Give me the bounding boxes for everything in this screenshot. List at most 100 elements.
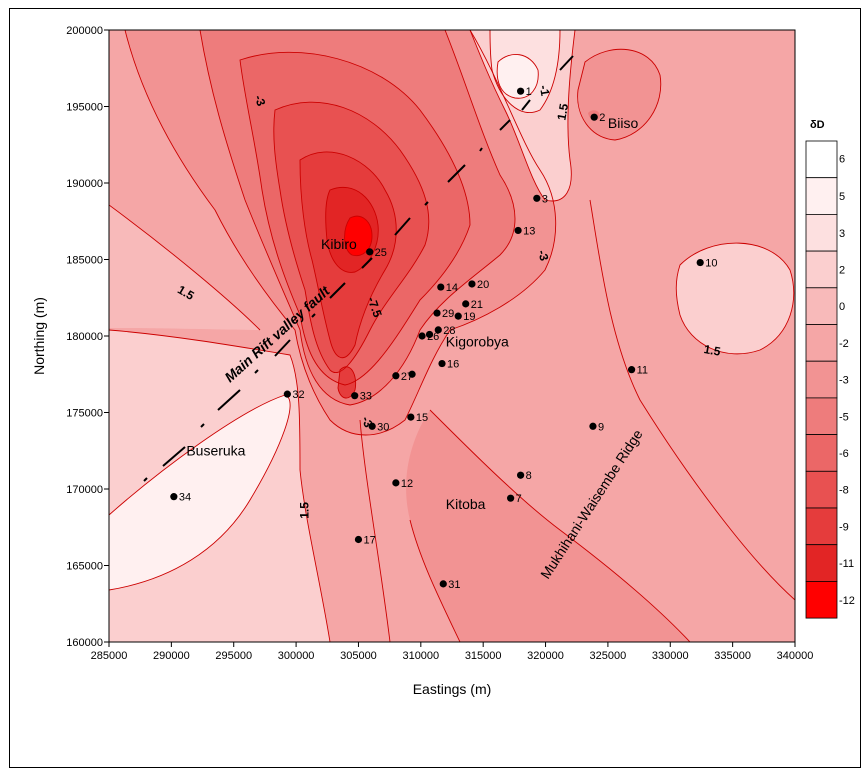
contour-labels: -3-11.51.5-7.5-31.5-31.5 — [175, 84, 722, 519]
colorbar-label: 3 — [839, 228, 845, 240]
site-marker — [589, 422, 597, 430]
site-label: 16 — [447, 359, 459, 371]
y-tick-label: 170000 — [66, 484, 103, 496]
colorbar-swatch — [805, 140, 838, 179]
band-buseruka — [109, 395, 291, 590]
site-label: 32 — [292, 389, 304, 401]
site-marker — [170, 493, 178, 501]
x-axis-title: Eastings (m) — [413, 681, 492, 697]
site-label: 25 — [375, 247, 387, 259]
place-name: Biiso — [608, 115, 639, 131]
colorbar-label: 6 — [839, 153, 845, 165]
site-label: 14 — [446, 282, 458, 294]
site-marker — [366, 248, 374, 256]
colorbar-swatch — [805, 177, 838, 215]
site-marker — [628, 366, 636, 374]
colorbar-label: 5 — [839, 191, 845, 203]
site-label: 13 — [523, 225, 535, 237]
contour-value-label: 1.5 — [298, 502, 312, 519]
colorbar-label: -2 — [839, 338, 849, 350]
site-label: 33 — [360, 391, 372, 403]
site-label: 3 — [542, 193, 548, 205]
y-tick-label: 175000 — [66, 408, 103, 420]
site-label: 20 — [477, 279, 489, 291]
contour-value-label: 1.5 — [554, 102, 571, 121]
site-label: 2 — [599, 112, 605, 124]
contour-fills — [109, 30, 795, 642]
site-marker — [514, 226, 522, 235]
site-marker — [507, 494, 515, 502]
colorbar-swatch — [805, 544, 838, 582]
site-label: 17 — [363, 534, 375, 546]
site-marker — [392, 479, 400, 487]
colorbar-label: -12 — [839, 595, 855, 607]
site-label: 21 — [471, 299, 483, 311]
site-marker — [439, 580, 447, 588]
y-tick-label: 160000 — [66, 637, 103, 649]
axes: 285000 290000 295000 300000 305000 310000 3150… — [66, 25, 813, 662]
sampling-sites: 1237891011121314151617192021262728293031… — [170, 86, 717, 591]
colorbar-label: -9 — [839, 521, 849, 533]
band-east-high — [676, 243, 794, 354]
x-tick-label: 330000 — [652, 650, 689, 662]
site-marker — [425, 330, 434, 339]
colorbar: δD 6 5 3 2 0 -2 -3 -5 -6 -8 -9 -11 -12 — [805, 119, 855, 619]
site-marker — [437, 283, 445, 291]
band-west — [109, 205, 260, 330]
contour-value-label: -7.5 — [365, 295, 385, 320]
site-label: 12 — [401, 478, 413, 490]
x-tick-label: 290000 — [153, 650, 190, 662]
site-marker — [368, 422, 376, 430]
colorbar-swatch — [805, 397, 838, 435]
contour-lines — [109, 30, 795, 642]
site-marker — [454, 312, 462, 320]
site-marker — [438, 359, 446, 368]
x-tick-label: 285000 — [91, 650, 128, 662]
colorbar-swatch — [805, 324, 838, 362]
x-tick-label: 310000 — [402, 650, 439, 662]
y-tick-label: 195000 — [66, 102, 103, 114]
x-tick-label: 295000 — [215, 650, 252, 662]
site-marker — [418, 332, 426, 340]
site-marker — [283, 390, 291, 398]
contour-value-label: -1 — [537, 84, 553, 97]
site-marker — [434, 326, 442, 334]
site-label: 29 — [442, 308, 454, 320]
contour-value-label: -3 — [535, 248, 551, 262]
x-tick-label: 340000 — [777, 650, 814, 662]
x-tick-label: 315000 — [465, 650, 502, 662]
site-label: 7 — [516, 493, 522, 505]
site-label: 1 — [526, 86, 532, 98]
place-name: Kitoba — [446, 496, 486, 512]
site-marker — [408, 370, 416, 378]
colorbar-swatch — [805, 581, 838, 619]
site-marker — [590, 113, 598, 121]
y-tick-label: 165000 — [66, 561, 103, 573]
site-label: 8 — [526, 470, 532, 482]
site-marker — [433, 309, 441, 317]
plot-border — [108, 29, 796, 643]
site-label: 30 — [377, 421, 389, 433]
site-label: 15 — [416, 412, 428, 424]
colorbar-label: -3 — [839, 375, 849, 387]
site-marker — [407, 413, 415, 421]
colorbar-label: -11 — [839, 558, 854, 570]
site-marker — [696, 258, 704, 267]
y-tick-label: 180000 — [66, 331, 103, 343]
site-label: 9 — [598, 421, 604, 433]
site-label: 11 — [637, 365, 648, 377]
site-label: 19 — [463, 311, 475, 323]
place-name: Buseruka — [186, 442, 245, 458]
colorbar-label: -5 — [839, 411, 849, 423]
y-tick-label: 190000 — [66, 178, 103, 190]
contour-value-label: 1.5 — [703, 342, 722, 359]
site-marker — [354, 535, 363, 544]
colorbar-swatch — [805, 213, 838, 252]
colorbar-swatch — [805, 507, 838, 546]
place-name: Kibiro — [321, 236, 357, 252]
site-marker — [351, 392, 359, 400]
colorbar-title: δD — [810, 119, 825, 131]
site-marker — [517, 87, 525, 95]
site-marker — [462, 300, 470, 308]
